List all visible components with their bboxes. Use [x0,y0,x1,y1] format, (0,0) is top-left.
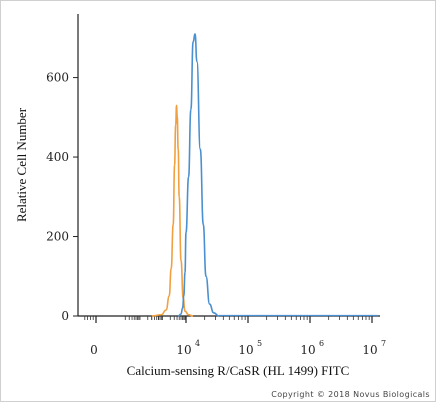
histogram-series-2 [178,33,220,317]
x-tick-label: 10 [300,343,315,357]
y-tick-label: 0 [61,309,69,323]
series-group [151,33,378,317]
y-tick-group: 0 200 400 600 [46,71,78,323]
x-tick-exponent: 7 [381,339,386,348]
x-tick-group: 0 10 4 10 5 10 6 10 7 [84,316,386,357]
x-tick-label: 10 [362,343,377,357]
x-tick-label: 10 [176,343,191,357]
x-tick-label: 0 [90,343,98,357]
y-tick-label: 600 [46,71,69,85]
x-axis-label: Calcium-sensing R/CaSR (HL 1499) FITC [127,363,350,378]
x-tick-label: 10 [238,343,253,357]
x-tick-exponent: 6 [319,339,324,348]
y-axis-label: Relative Cell Number [14,107,29,222]
x-tick-exponent: 4 [195,339,200,348]
copyright-notice: Copyright © 2018 Novus Biologicals [271,390,430,399]
y-tick-label: 400 [46,150,69,164]
x-tick-exponent: 5 [257,339,262,348]
y-tick-label: 200 [46,230,69,244]
